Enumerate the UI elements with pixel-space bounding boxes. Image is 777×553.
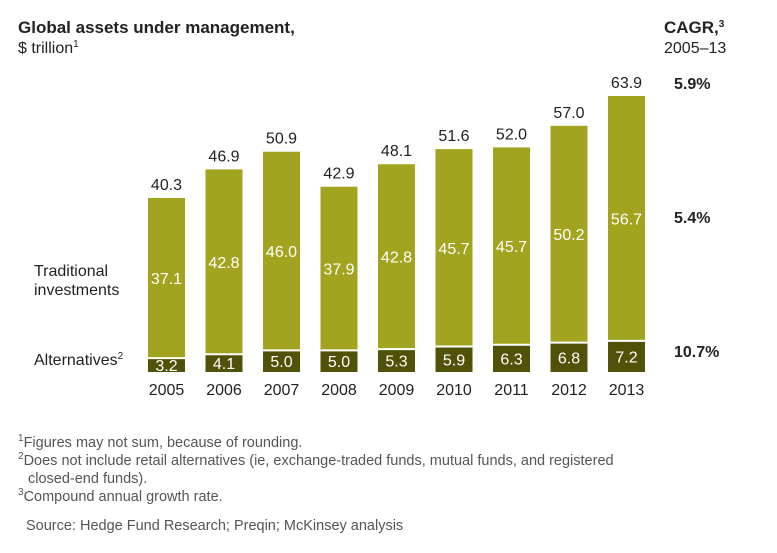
bar-traditional-2005 <box>148 197 185 359</box>
traditional-label: Traditional investments <box>34 262 119 300</box>
bar-traditional-2013 <box>608 96 645 341</box>
cagr-title: CAGR,3 <box>664 18 724 38</box>
footnote-3-text: Compound annual growth rate. <box>23 489 223 505</box>
label-alternatives-2012: 6.8 <box>558 350 580 367</box>
label-alternatives-2005: 3.2 <box>155 358 177 375</box>
label-alternatives-2006: 4.1 <box>213 356 235 373</box>
chart-title: Global assets under management, <box>18 18 295 37</box>
unit-text: $ trillion <box>18 40 74 57</box>
label-alternatives-2008: 5.0 <box>328 354 350 371</box>
label-traditional-2005: 37.1 <box>151 271 182 288</box>
footnote-1: 1Figures may not sum, because of roundin… <box>18 434 718 452</box>
alternatives-footnote-mark: 2 <box>117 351 124 362</box>
x-tick-2006: 2006 <box>206 382 242 399</box>
x-tick-2010: 2010 <box>436 382 472 399</box>
bar-traditional-2012 <box>550 125 588 343</box>
label-alternatives-2011: 6.3 <box>500 351 522 368</box>
label-traditional-2011: 45.7 <box>496 239 527 256</box>
label-alternatives-2010: 5.9 <box>443 352 465 369</box>
traditional-label-line2: investments <box>34 282 120 299</box>
bar-alternatives-2009 <box>378 349 415 372</box>
footnote-2: 2Does not include retail alternatives (i… <box>18 452 718 470</box>
x-tick-2009: 2009 <box>379 382 415 399</box>
bar-alternatives-2008 <box>320 350 358 372</box>
bar-traditional-2008 <box>320 186 358 351</box>
alternatives-label-text: Alternatives <box>34 352 118 369</box>
label-total-2013: 63.9 <box>611 75 642 92</box>
label-total-2011: 52.0 <box>496 126 527 143</box>
footnote-2-mark: 2 <box>18 451 24 462</box>
bar-alternatives-2010 <box>435 346 473 372</box>
footnote-3-mark: 3 <box>18 487 24 498</box>
footnote-2-text-line1: Does not include retail alternatives (ie… <box>23 453 614 469</box>
label-traditional-2012: 50.2 <box>553 227 584 244</box>
bar-alternatives-2011 <box>493 344 530 372</box>
footnote-1-mark: 1 <box>18 433 24 444</box>
label-traditional-2007: 46.0 <box>266 244 297 261</box>
x-tick-2013: 2013 <box>609 382 645 399</box>
bar-traditional-2011 <box>493 147 530 345</box>
cagr-footnote-mark: 3 <box>718 19 725 30</box>
bar-alternatives-2006 <box>205 354 243 372</box>
label-alternatives-2013: 7.2 <box>615 349 637 366</box>
x-tick-2008: 2008 <box>321 382 357 399</box>
bar-alternatives-2012 <box>550 342 588 372</box>
label-total-2009: 48.1 <box>381 143 412 160</box>
cagr-period: 2005–13 <box>664 40 727 57</box>
bar-alternatives-2013 <box>608 340 645 372</box>
footnote-3: 3Compound annual growth rate. <box>18 488 718 506</box>
x-tick-2007: 2007 <box>264 382 300 399</box>
cagr-traditional: 5.4% <box>674 210 711 227</box>
label-alternatives-2009: 5.3 <box>385 354 407 371</box>
x-tick-2005: 2005 <box>149 382 185 399</box>
bar-traditional-2006 <box>205 169 243 355</box>
bar-alternatives-2005 <box>148 358 185 372</box>
x-tick-2011: 2011 <box>494 382 529 399</box>
bar-alternatives-2007 <box>263 350 300 372</box>
unit-footnote-mark: 1 <box>73 39 79 50</box>
stacked-bar-chart: 3.2 37.1 40.3 2005 4.1 42.8 46.9 2006 5.0 46.0 50.… <box>148 75 645 399</box>
source-note: Source: Hedge Fund Research; Preqin; McK… <box>26 518 404 534</box>
label-traditional-2008: 37.9 <box>323 262 354 279</box>
label-total-2010: 51.6 <box>438 128 469 145</box>
cagr-alternatives: 10.7% <box>674 344 720 361</box>
footnote-2-continuation: closed-end funds). <box>28 471 148 487</box>
footnote-1-text: Figures may not sum, because of rounding… <box>23 435 303 451</box>
label-total-2007: 50.9 <box>266 131 297 148</box>
cagr-title-text: CAGR, <box>664 18 719 37</box>
footnotes: 1Figures may not sum, because of roundin… <box>18 434 718 506</box>
traditional-label-line1: Traditional <box>34 263 109 280</box>
bar-traditional-2009 <box>378 164 415 350</box>
cagr-total: 5.9% <box>674 76 711 93</box>
label-traditional-2013: 56.7 <box>611 211 642 228</box>
label-traditional-2006: 42.8 <box>208 255 239 272</box>
unit-label: $ trillion1 <box>18 40 79 58</box>
bar-traditional-2007 <box>263 151 300 351</box>
label-traditional-2010: 45.7 <box>438 241 469 258</box>
label-total-2008: 42.9 <box>323 166 354 183</box>
alternatives-label: Alternatives2 <box>34 352 123 370</box>
bar-traditional-2010 <box>435 149 473 347</box>
label-total-2012: 57.0 <box>553 105 584 122</box>
x-tick-2012: 2012 <box>551 382 587 399</box>
label-traditional-2009: 42.8 <box>381 250 412 267</box>
label-total-2005: 40.3 <box>151 177 182 194</box>
label-total-2006: 46.9 <box>208 148 239 165</box>
label-alternatives-2007: 5.0 <box>270 354 292 371</box>
